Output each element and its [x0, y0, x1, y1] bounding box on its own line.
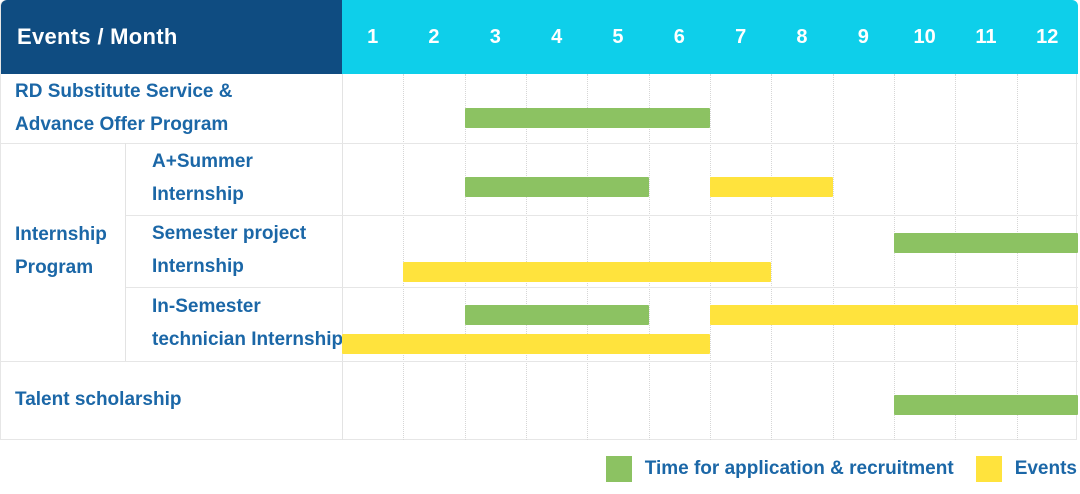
legend: Time for application & recruitment Events — [605, 456, 1077, 482]
month-gridline — [1016, 74, 1018, 440]
month-header-cell-5: 5 — [612, 25, 624, 48]
schedule-table: Events / Month 1 2 3 4 5 6 7 8 9 10 11 12 Internshi… — [0, 0, 1078, 440]
group-label-internship-program-text: Program — [15, 257, 94, 278]
month-header-cell-8: 8 — [796, 25, 808, 48]
row-divider — [125, 287, 1078, 288]
bar-a-plus-summer-internship-recruitment — [464, 177, 649, 197]
month-header-cell-2: 2 — [428, 25, 440, 48]
month-gridline — [710, 74, 711, 440]
bar-rd-substitute-service-recruitment — [464, 108, 710, 128]
month-gridline — [648, 74, 650, 440]
bar-semester-project-internship-event — [403, 262, 772, 282]
month-gridline — [832, 74, 834, 440]
label-chart-divider — [342, 74, 343, 440]
table-header-title: Events / Month — [17, 24, 178, 49]
row-label-in-semester-technician-internship-text: In-Semester — [152, 296, 261, 318]
month-header-cell-3: 3 — [489, 25, 501, 48]
row-divider — [125, 215, 1078, 216]
row-label-semester-project-internship: Semester project Internship — [138, 215, 342, 287]
legend-label-recruitment: Time for application & recruitment — [644, 458, 954, 479]
table-header-corner: Events / Month — [1, 0, 342, 74]
month-header-cell-7: 7 — [735, 25, 747, 48]
row-label-a-plus-summer-internship-text: A+Summer — [152, 151, 253, 173]
group-label-internship-program-text: Internship — [15, 224, 107, 246]
month-header-cell-1: 1 — [367, 25, 379, 48]
bar-semester-project-internship-recruitment — [894, 233, 1078, 253]
row-divider — [1, 143, 1078, 144]
bar-in-semester-technician-internship-event — [342, 334, 710, 354]
month-header-cell-11: 11 — [975, 25, 997, 48]
month-header-row: 1 2 3 4 5 6 7 8 9 10 11 12 — [342, 0, 1078, 74]
bar-in-semester-technician-internship-event — [710, 305, 1078, 325]
month-gridline — [403, 74, 405, 440]
row-label-talent-scholarship-text: Talent scholarship — [15, 389, 182, 411]
month-gridline — [587, 74, 589, 440]
month-gridline — [955, 74, 957, 440]
row-label-in-semester-technician-internship: In-Semester technician Internship — [138, 287, 344, 361]
bar-talent-scholarship-recruitment — [894, 395, 1078, 415]
row-label-rd-substitute-service: RD Substitute Service & Advance Offer Pro… — [1, 74, 342, 143]
row-label-rd-substitute-service-text: RD Substitute Service & — [15, 80, 233, 102]
row-label-semester-project-internship-text: Internship — [152, 256, 244, 277]
bar-a-plus-summer-internship-event — [710, 177, 833, 197]
row-label-talent-scholarship: Talent scholarship — [1, 361, 342, 440]
row-divider — [1, 361, 1078, 362]
row-label-a-plus-summer-internship-text: Internship — [152, 184, 244, 205]
month-header-cell-10: 10 — [913, 25, 936, 48]
row-label-in-semester-technician-internship-text: technician Internship — [152, 329, 344, 350]
month-header-cell-9: 9 — [857, 25, 869, 48]
bar-in-semester-technician-internship-recruitment — [464, 305, 649, 325]
month-gridline — [771, 74, 773, 440]
row-label-a-plus-summer-internship: A+Summer Internship — [138, 143, 342, 215]
month-header-cell-4: 4 — [551, 25, 563, 48]
group-label-internship-program: Internship Program — [1, 143, 125, 361]
legend-swatch-event-icon — [975, 456, 1002, 482]
sub-label-divider — [125, 143, 126, 361]
month-header-cell-6: 6 — [673, 25, 685, 48]
legend-swatch-recruitment-icon — [605, 456, 632, 482]
row-label-rd-substitute-service-text: Advance Offer Program — [15, 113, 229, 135]
row-label-semester-project-internship-text: Semester project — [152, 223, 307, 245]
month-gridline — [464, 74, 466, 440]
legend-item-event: Events — [975, 456, 1077, 482]
month-header-cell-12: 12 — [1036, 25, 1059, 48]
month-gridline — [526, 74, 527, 440]
month-gridline — [894, 74, 895, 440]
legend-label-event: Events — [1014, 458, 1077, 479]
legend-item-recruitment: Time for application & recruitment — [605, 456, 954, 482]
